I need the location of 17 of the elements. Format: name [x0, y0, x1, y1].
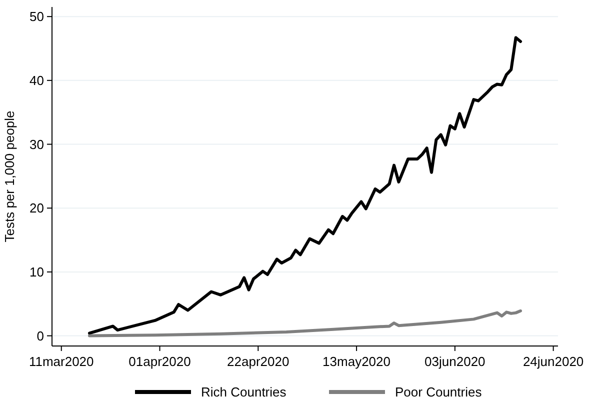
- y-axis-title: Tests per 1,000 people: [2, 110, 17, 242]
- line-series: [88, 309, 522, 338]
- x-tick-label: 13may2020: [322, 354, 391, 369]
- x-tick-label: 01apr2020: [128, 354, 191, 369]
- x-tick-label: 24jun2020: [522, 354, 584, 369]
- y-tick-label: 30: [30, 136, 44, 152]
- y-tick-label: 20: [30, 200, 44, 216]
- line-series: [88, 36, 522, 335]
- legend-label: Poor Countries: [395, 384, 482, 400]
- y-tick-label: 10: [30, 264, 44, 280]
- y-tick-label: 0: [36, 328, 44, 344]
- y-tick-label: 40: [30, 72, 44, 88]
- x-tick-label: 22apr2020: [227, 354, 290, 369]
- y-tick-label: 50: [30, 9, 44, 24]
- x-tick-label: 11mar2020: [28, 354, 94, 369]
- x-tick-label: 03jun2020: [424, 354, 486, 369]
- legend-label: Rich Countries: [201, 384, 287, 400]
